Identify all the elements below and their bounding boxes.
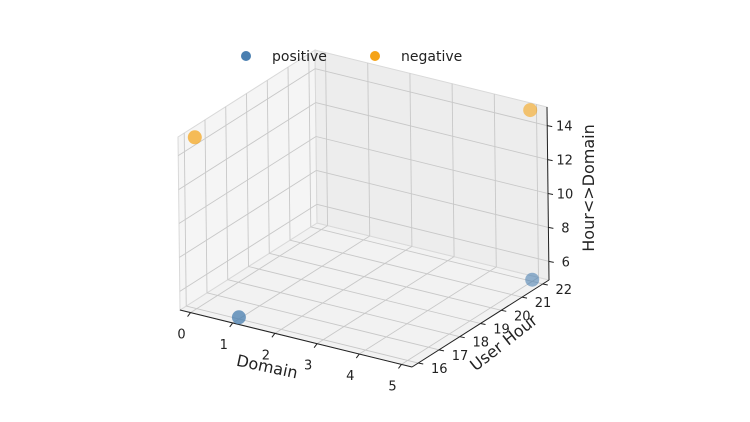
y-tick-mark [459, 336, 465, 339]
legend-marker-negative [370, 51, 380, 61]
y-tick-label: 18 [472, 336, 489, 351]
x-tick-mark [355, 353, 360, 359]
x-axis-line [179, 309, 413, 368]
grid-line-y-floor [289, 239, 523, 298]
grid-line-z-back [315, 68, 548, 127]
x-tick-mark [271, 333, 276, 338]
z-tick-mark [547, 159, 553, 162]
grid-line-z-back [315, 136, 549, 194]
x-tick-label: 4 [346, 369, 354, 384]
z-tick-mark [548, 260, 554, 263]
z-tick-mark [547, 125, 553, 128]
data-points [187, 103, 540, 325]
grid-line-y-floor [227, 279, 460, 338]
z-tick-label: 6 [562, 255, 570, 270]
y-tick-label: 19 [493, 323, 510, 338]
x-tick-label: 0 [177, 328, 185, 343]
x-tick-label: 3 [304, 359, 312, 374]
axis-lines [179, 106, 554, 369]
x-tick-mark [313, 343, 318, 348]
y-tick-mark [438, 349, 445, 352]
y-tick-label: 17 [452, 349, 469, 364]
z-tick-label: 12 [556, 154, 573, 169]
y-tick-label: 20 [514, 309, 531, 324]
legend-label-positive: positive [272, 49, 327, 65]
y-tick-mark [501, 309, 507, 312]
z-tick-label: 14 [556, 120, 573, 135]
y-tick-mark [480, 323, 486, 325]
grid-lines [177, 52, 549, 365]
z-tick-label: 10 [557, 188, 574, 203]
grid-line-y-floor [248, 266, 481, 324]
legend-marker-positive [241, 51, 251, 61]
data-point-negative [523, 103, 538, 118]
y-tick-mark [542, 283, 548, 286]
data-point-positive [231, 310, 246, 325]
y-tick-label: 16 [431, 362, 448, 377]
x-tick-label: 5 [388, 379, 396, 394]
grid-line-y-floor [310, 226, 543, 285]
grid-line-z-left [178, 136, 317, 224]
x-tick-mark [398, 364, 402, 369]
y-tick-mark [418, 362, 424, 365]
data-point-positive [525, 272, 540, 287]
grid-line-z-back [315, 102, 548, 161]
x-tick-label: 2 [262, 348, 270, 363]
z-axis-label: Hour<>Domain [579, 124, 598, 251]
grid-line-z-left [179, 203, 318, 292]
y-tick-mark [521, 296, 528, 299]
grid-line-y-floor [206, 292, 440, 351]
grid-line-z-left [177, 68, 316, 157]
x-tick-label: 1 [220, 338, 228, 353]
grid-line-z-left [179, 170, 317, 258]
x-tick-mark [229, 322, 234, 328]
grid-line-y-floor [269, 252, 502, 311]
y-tick-label: 21 [535, 296, 552, 311]
legend: positive negative [241, 49, 462, 65]
grid-line-y-floor [186, 305, 419, 364]
grid-line-z-left [178, 102, 316, 190]
grid-line-z-back [316, 169, 549, 228]
data-point-negative [187, 130, 202, 145]
x-tick-mark [187, 312, 191, 317]
z-tick-mark [547, 193, 554, 195]
legend-label-negative: negative [401, 49, 462, 65]
grid-line-z-back [316, 203, 549, 262]
y-tick-label: 22 [555, 283, 572, 298]
z-tick-mark [548, 226, 554, 229]
z-tick-label: 8 [561, 221, 569, 236]
